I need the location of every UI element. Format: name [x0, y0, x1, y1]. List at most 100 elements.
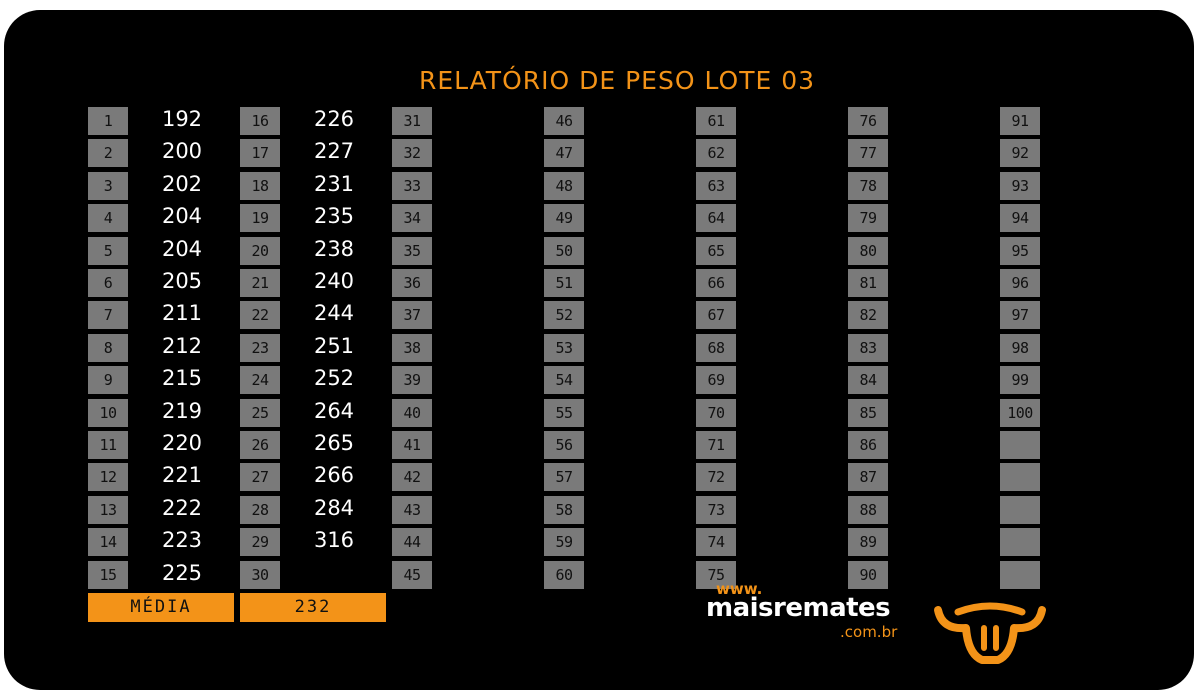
animal-number-box: 18	[240, 172, 280, 200]
weight-value: 316	[313, 528, 355, 552]
weight-value: 227	[313, 139, 355, 163]
logo-www: www.	[716, 580, 763, 598]
weight-value: 215	[161, 366, 203, 390]
animal-number-box: 59	[544, 528, 584, 556]
weight-value: 200	[161, 139, 203, 163]
animal-number-box: 11	[88, 431, 128, 459]
animal-number-box: 55	[544, 399, 584, 427]
animal-number-box: 78	[848, 172, 888, 200]
weight-value: 205	[161, 269, 203, 293]
animal-number-box: 15	[88, 561, 128, 589]
animal-number-box: 46	[544, 107, 584, 135]
empty-number-box	[1000, 561, 1040, 589]
weight-value: 204	[161, 237, 203, 261]
weight-value: 221	[161, 463, 203, 487]
animal-number-box: 12	[88, 463, 128, 491]
weight-value: 225	[161, 561, 203, 585]
animal-number-box: 82	[848, 301, 888, 329]
animal-number-box: 96	[1000, 269, 1040, 297]
animal-number-box: 16	[240, 107, 280, 135]
animal-number-box: 48	[544, 172, 584, 200]
animal-number-box: 87	[848, 463, 888, 491]
animal-number-box: 14	[88, 528, 128, 556]
animal-number-box: 67	[696, 301, 736, 329]
animal-number-box: 35	[392, 237, 432, 265]
animal-number-box: 73	[696, 496, 736, 524]
animal-number-box: 70	[696, 399, 736, 427]
animal-number-box: 79	[848, 204, 888, 232]
animal-number-box: 65	[696, 237, 736, 265]
animal-number-box: 22	[240, 301, 280, 329]
animal-number-box: 37	[392, 301, 432, 329]
animal-number-box: 88	[848, 496, 888, 524]
animal-number-box: 89	[848, 528, 888, 556]
animal-number-box: 100	[1000, 399, 1040, 427]
empty-number-box	[1000, 431, 1040, 459]
animal-number-box: 43	[392, 496, 432, 524]
empty-number-box	[1000, 528, 1040, 556]
animal-number-box: 47	[544, 139, 584, 167]
report-title: RELATÓRIO DE PESO LOTE 03	[418, 66, 816, 95]
animal-number-box: 99	[1000, 366, 1040, 394]
animal-number-box: 40	[392, 399, 432, 427]
animal-number-box: 66	[696, 269, 736, 297]
animal-number-box: 54	[544, 366, 584, 394]
animal-number-box: 68	[696, 334, 736, 362]
weight-value: 240	[313, 269, 355, 293]
animal-number-box: 10	[88, 399, 128, 427]
animal-number-box: 56	[544, 431, 584, 459]
animal-number-box: 21	[240, 269, 280, 297]
weight-value: 231	[313, 172, 355, 196]
animal-number-box: 69	[696, 366, 736, 394]
animal-number-box: 29	[240, 528, 280, 556]
animal-number-box: 72	[696, 463, 736, 491]
animal-number-box: 17	[240, 139, 280, 167]
animal-number-box: 42	[392, 463, 432, 491]
animal-number-box: 31	[392, 107, 432, 135]
weight-value: 265	[313, 431, 355, 455]
animal-number-box: 51	[544, 269, 584, 297]
animal-number-box: 74	[696, 528, 736, 556]
animal-number-box: 63	[696, 172, 736, 200]
animal-number-box: 13	[88, 496, 128, 524]
animal-number-box: 3	[88, 172, 128, 200]
empty-number-box	[1000, 496, 1040, 524]
animal-number-box: 71	[696, 431, 736, 459]
weight-value: 244	[313, 301, 355, 325]
animal-number-box: 57	[544, 463, 584, 491]
animal-number-box: 20	[240, 237, 280, 265]
animal-number-box: 19	[240, 204, 280, 232]
logo-name: maisremates	[706, 593, 891, 623]
animal-number-box: 52	[544, 301, 584, 329]
animal-number-box: 1	[88, 107, 128, 135]
weight-value: 251	[313, 334, 355, 358]
animal-number-box: 95	[1000, 237, 1040, 265]
animal-number-box: 32	[392, 139, 432, 167]
animal-number-box: 92	[1000, 139, 1040, 167]
bull-head-icon	[934, 602, 1046, 664]
animal-number-box: 34	[392, 204, 432, 232]
weight-value: 211	[161, 301, 203, 325]
animal-number-box: 23	[240, 334, 280, 362]
weight-value: 266	[313, 463, 355, 487]
animal-number-box: 76	[848, 107, 888, 135]
animal-number-box: 60	[544, 561, 584, 589]
animal-number-box: 38	[392, 334, 432, 362]
weight-value: 238	[313, 237, 355, 261]
weight-value: 220	[161, 431, 203, 455]
animal-number-box: 77	[848, 139, 888, 167]
animal-number-box: 91	[1000, 107, 1040, 135]
animal-number-box: 83	[848, 334, 888, 362]
weight-value: 192	[161, 107, 203, 131]
animal-number-box: 98	[1000, 334, 1040, 362]
empty-number-box	[1000, 463, 1040, 491]
report-card	[4, 10, 1194, 690]
animal-number-box: 30	[240, 561, 280, 589]
animal-number-box: 36	[392, 269, 432, 297]
animal-number-box: 24	[240, 366, 280, 394]
average-value: 232	[240, 593, 386, 622]
animal-number-box: 26	[240, 431, 280, 459]
weight-value: 222	[161, 496, 203, 520]
logo-domain: .com.br	[840, 623, 898, 641]
animal-number-box: 85	[848, 399, 888, 427]
